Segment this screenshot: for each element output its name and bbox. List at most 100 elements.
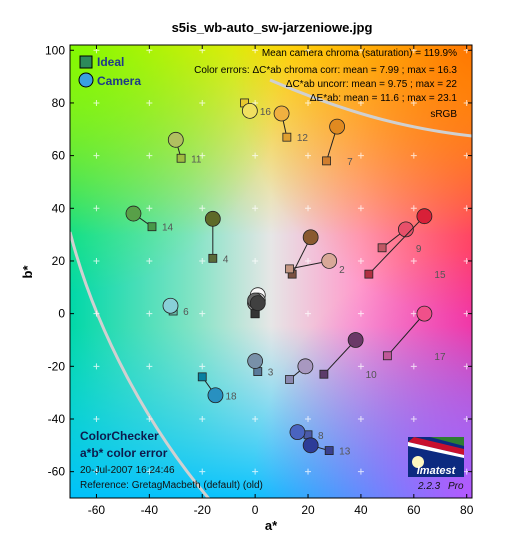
plot-frame: [69, 44, 473, 499]
stat-uncorr: ΔC*ab uncorr: mean = 9.75 ; max = 22: [286, 79, 458, 90]
grid-cross: [305, 99, 312, 106]
patch-label: 7: [347, 157, 353, 168]
badge-sun-icon: [412, 456, 424, 468]
x-tick-label: -60: [88, 503, 106, 517]
caption-subtitle: a*b* color error: [80, 446, 168, 460]
grid-cross: [357, 205, 364, 212]
grid-cross: [93, 468, 100, 475]
grid: [93, 47, 470, 475]
grid-cross: [305, 310, 312, 317]
ideal-marker: [208, 253, 218, 263]
legend-camera-marker: [78, 72, 94, 88]
y-tick-label: -40: [48, 412, 66, 426]
patch-label: 12: [297, 133, 309, 144]
ideal-marker: [197, 372, 207, 382]
gamut-boundary-left: [70, 231, 211, 498]
caption-block: ColorChecker a*b* color error 20-Jul-200…: [80, 429, 263, 491]
y-tick-label: 0: [58, 307, 65, 321]
badge-brand: Imatest: [417, 465, 457, 477]
grid-cross: [199, 310, 206, 317]
camera-marker: [329, 118, 346, 135]
x-tick-label: 20: [301, 503, 315, 517]
camera-marker: [302, 437, 319, 454]
caption-date: 20-Jul-2007 16:24:46: [80, 465, 175, 476]
patch-label: 16: [260, 107, 272, 118]
camera-marker: [347, 332, 364, 348]
patch-error-line: [386, 313, 425, 357]
grid-cross: [252, 152, 259, 159]
gamut-boundary-top: [269, 78, 472, 138]
caption-reference: Reference: GretagMacbeth (default) (old): [80, 480, 263, 491]
patch-label: 10: [366, 370, 378, 381]
y-tick-label: 100: [45, 43, 65, 57]
grid-cross: [357, 310, 364, 317]
x-tick-label: 60: [407, 503, 421, 517]
grid-cross: [357, 99, 364, 106]
patch-label: 4: [223, 254, 229, 265]
stat-chroma-corr: Color errors: ΔC*ab chroma corr: mean = …: [194, 65, 457, 76]
patch-label: 8: [318, 431, 324, 442]
y-tick-label: 40: [52, 201, 66, 215]
legend: Ideal Camera: [78, 55, 141, 88]
grid-cross: [199, 152, 206, 159]
grid-cross: [252, 99, 259, 106]
ideal-marker: [176, 153, 186, 163]
grid-cross: [357, 257, 364, 264]
camera-marker: [247, 353, 264, 369]
ideal-marker: [319, 369, 329, 379]
stat-mean-chroma: Mean camera chroma (saturation) = 119.9%: [262, 48, 457, 59]
grid-cross: [146, 310, 153, 317]
y-tick-label: 20: [52, 254, 66, 268]
camera-marker: [162, 297, 179, 314]
grid-cross: [199, 205, 206, 212]
badge-version: 2.2.3: [417, 481, 441, 492]
patch-error-line: [368, 215, 425, 275]
grid-cross: [93, 310, 100, 317]
ideal-marker: [382, 351, 392, 361]
camera-marker: [416, 305, 433, 322]
grid-cross: [252, 415, 259, 422]
patch-label: 18: [225, 391, 237, 402]
grid-cross: [410, 99, 417, 106]
grid-cross: [410, 363, 417, 370]
ideal-marker: [285, 264, 294, 274]
y-tick-label: -60: [48, 465, 66, 479]
grid-cross: [305, 205, 312, 212]
y-tick-label: -20: [48, 359, 66, 373]
stat-delta-e: ΔE*ab: mean = 11.6 ; max = 23.1: [310, 93, 458, 104]
ideal-marker: [147, 222, 157, 232]
camera-marker: [241, 102, 258, 119]
grid-cross: [305, 152, 312, 159]
grid-cross: [146, 99, 153, 106]
patch-label: 11: [191, 154, 202, 165]
patch-label: 13: [339, 447, 351, 458]
grid-cross: [199, 468, 206, 475]
x-tick-label: 80: [460, 503, 474, 517]
legend-ideal-marker: [79, 55, 93, 69]
patch-label: 9: [416, 244, 422, 255]
grid-cross: [93, 363, 100, 370]
grid-cross: [410, 310, 417, 317]
camera-marker: [273, 105, 290, 122]
y-tick-label: 60: [52, 149, 66, 163]
grid-cross: [252, 468, 259, 475]
patch-label: 6: [183, 307, 189, 318]
grid-cross: [146, 468, 153, 475]
patch-label: 14: [162, 223, 174, 234]
camera-marker: [125, 205, 142, 222]
patch-label: 2: [339, 265, 345, 276]
grid-cross: [252, 257, 259, 264]
grid-cross: [146, 363, 153, 370]
x-tick-label: 0: [252, 503, 259, 517]
grid-cross: [357, 152, 364, 159]
grid-cross: [93, 152, 100, 159]
ideal-marker: [324, 446, 334, 455]
ideal-marker: [364, 269, 374, 279]
legend-camera-label: Camera: [97, 74, 141, 88]
grid-cross: [146, 415, 153, 422]
camera-marker: [289, 424, 306, 441]
grid-cross: [146, 152, 153, 159]
legend-ideal-label: Ideal: [97, 55, 124, 69]
badge-stripe-green: [430, 437, 464, 446]
